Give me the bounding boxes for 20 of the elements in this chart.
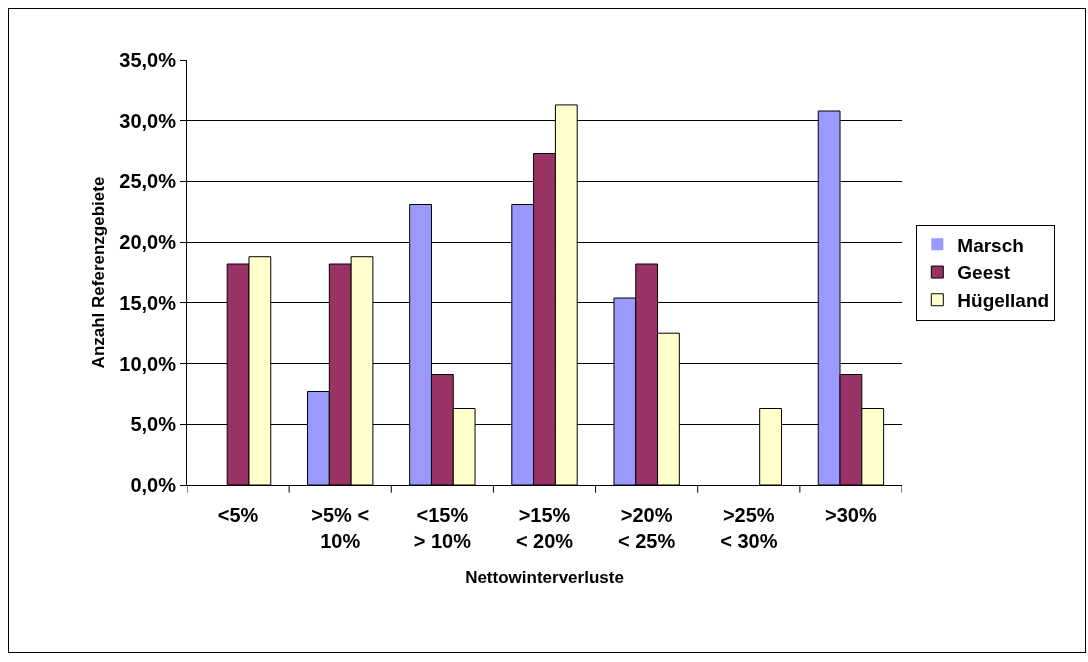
x-tick-label: >15% < 20%	[515, 504, 574, 552]
x-tick-label: <5%	[217, 504, 259, 526]
y-tick-label: 30,0%	[119, 109, 177, 132]
y-tick-label: 20,0%	[119, 231, 177, 254]
legend-label: Geest	[957, 262, 1011, 284]
y-tick-label: 0,0%	[130, 474, 177, 496]
y-tick-label: 5,0%	[130, 413, 177, 436]
x-tick-label: >20% < 25%	[618, 504, 676, 552]
y-tick-label: 35,0%	[119, 49, 177, 71]
x-tick-label: >5% < 10%	[311, 504, 370, 552]
x-tick-label: <15% > 10%	[413, 504, 472, 552]
x-tick-label: >25% < 30%	[720, 504, 778, 552]
y-axis-title: Anzahl Referenzgebiete	[88, 176, 108, 369]
x-tick-label: >30%	[825, 504, 877, 526]
x-axis-title: Nettowinterverluste	[465, 568, 624, 588]
legend-label: Hügelland	[957, 290, 1050, 312]
y-tick-label: 15,0%	[119, 291, 177, 314]
y-tick-label: 25,0%	[119, 170, 177, 193]
y-tick-label: 10,0%	[119, 352, 177, 375]
legend-label: Marsch	[957, 234, 1024, 256]
